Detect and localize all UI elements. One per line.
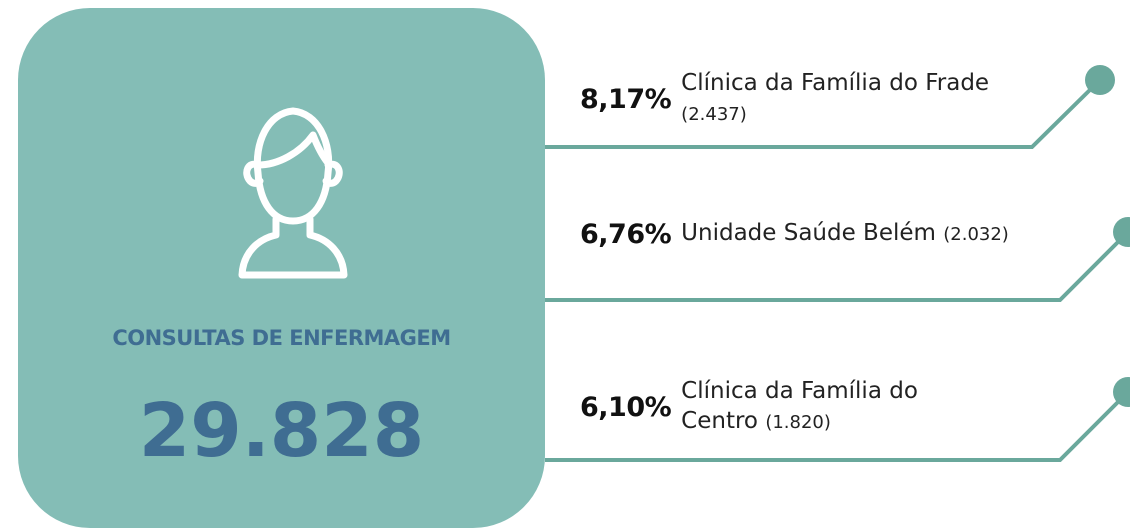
item-name: Unidade Saúde Belém <box>681 220 936 246</box>
card-total: 29.828 <box>138 388 425 474</box>
summary-card: CONSULTAS DE ENFERMAGEM 29.828 <box>18 8 545 528</box>
item: 6,10% Clínica da Família do Centro (1.820… <box>580 376 956 438</box>
item-name: Clínica da Família do Frade <box>681 70 990 96</box>
percent: 8,17% <box>580 83 672 115</box>
item-text: Unidade Saúde Belém (2.032) <box>681 218 1021 250</box>
item: 6,76% Unidade Saúde Belém (2.032) <box>580 218 1021 250</box>
dot <box>1085 65 1115 95</box>
connector <box>545 78 1102 149</box>
item-text: Clínica da Família do Frade (2.437) <box>681 68 1031 130</box>
connector <box>545 230 1130 302</box>
percent: 6,76% <box>580 218 672 250</box>
dot <box>1113 377 1130 407</box>
item-count: (2.032) <box>943 224 1009 245</box>
item-count: (2.437) <box>681 104 747 125</box>
card-label: CONSULTAS DE ENFERMAGEM <box>112 326 451 350</box>
percent: 6,10% <box>580 391 672 423</box>
item-name: Clínica da Família do Centro <box>681 378 918 434</box>
connector <box>545 390 1130 462</box>
item-count: (1.820) <box>765 412 831 433</box>
dot <box>1113 217 1130 247</box>
person-icon <box>238 107 348 279</box>
item: 8,17% Clínica da Família do Frade (2.437) <box>580 68 1031 130</box>
item-text: Clínica da Família do Centro (1.820) <box>681 376 956 438</box>
